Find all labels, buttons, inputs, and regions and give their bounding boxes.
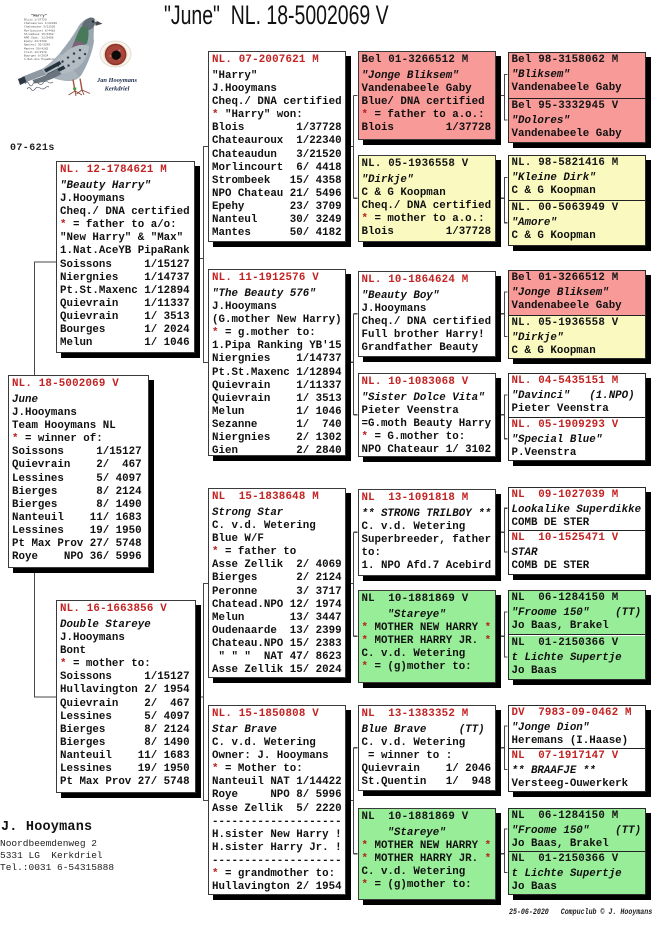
svg-text:Creil 12/2378: Creil 12/2378 — [24, 50, 47, 54]
svg-text:Epehy 23/3709: Epehy 23/3709 — [24, 39, 47, 43]
svg-text:Blois 1/37728: Blois 1/37728 — [24, 18, 47, 22]
svg-text:Mantes 50/4182: Mantes 50/4182 — [24, 46, 49, 50]
svg-text:Morlincourt 6/4418: Morlincourt 6/4418 — [24, 28, 55, 32]
svg-text:Jan Hooymans: Jan Hooymans — [96, 77, 137, 84]
svg-text:Chateaudun 3/21520: Chateaudun 3/21520 — [24, 25, 55, 29]
svg-text:Kerkdriel: Kerkdriel — [104, 86, 130, 93]
svg-text:1.Nat.Ace PipaRank: 1.Nat.Ace PipaRank — [24, 57, 55, 61]
svg-text:Chateauroux 1/22340: Chateauroux 1/22340 — [24, 21, 57, 25]
svg-text:Bourges 8/2024: Bourges 8/2024 — [24, 54, 49, 58]
svg-text:NPO Chat. 21/5496: NPO Chat. 21/5496 — [24, 36, 54, 40]
svg-text:"Harry": "Harry" — [31, 14, 47, 19]
svg-text:Strombeek 15/4358: Strombeek 15/4358 — [24, 32, 54, 36]
svg-text:Nanteul 30/3249: Nanteul 30/3249 — [24, 43, 50, 47]
